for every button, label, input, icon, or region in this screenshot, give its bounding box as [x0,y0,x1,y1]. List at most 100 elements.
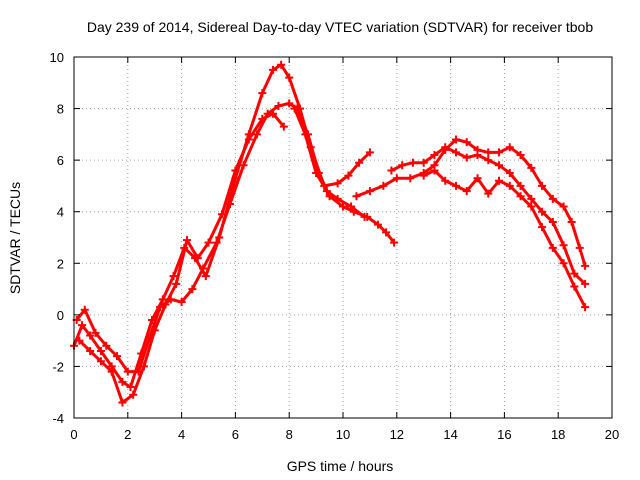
data-point [548,243,557,252]
data-point [239,161,248,170]
data-point [156,303,165,312]
data-point [382,228,391,237]
data-point [188,285,197,294]
data-point [182,236,191,245]
data-point [495,148,504,157]
data-point [177,297,186,306]
x-tick-label: 18 [551,427,565,442]
x-tick-label: 14 [443,427,457,442]
data-point [484,189,493,198]
y-axis-label: SDTVAR / TECUs [7,182,23,294]
data-point [269,65,278,74]
data-point [527,163,536,172]
data-point [226,199,235,208]
data-point [333,194,342,203]
data-point [150,326,159,335]
data-point [419,171,428,180]
series-track-6 [387,143,590,288]
data-point [462,153,471,162]
data-point [204,238,213,247]
y-tick-label: 10 [50,50,64,65]
data-point [462,138,471,147]
data-point [462,187,471,196]
data-point [212,238,221,247]
series-line [354,138,587,268]
x-tick-label: 2 [124,427,131,442]
y-tick-label: 6 [57,153,64,168]
series-line [422,169,587,309]
data-point [258,89,267,98]
data-point [217,210,226,219]
data-point [258,114,267,123]
data-point [570,269,579,278]
data-point [516,181,525,190]
data-point [559,259,568,268]
data-point [398,161,407,170]
data-point [139,362,148,371]
data-point [538,223,547,232]
data-point [290,104,299,113]
data-point [451,148,460,157]
data-point [516,150,525,159]
data-point [274,101,283,110]
data-point [347,202,356,211]
data-point [107,367,116,376]
data-point [527,202,536,211]
data-point [473,174,482,183]
data-point [373,220,382,229]
data-point [379,181,388,190]
data-point [86,331,95,340]
data-point [581,303,590,312]
data-point [570,282,579,291]
data-point [126,383,135,392]
data-point [495,161,504,170]
data-point [581,261,590,270]
data-point [344,171,353,180]
data-point [91,328,100,337]
data-point [355,158,364,167]
data-point [538,181,547,190]
data-point [559,202,568,211]
data-point [339,202,347,211]
data-point [505,181,514,190]
data-point [495,176,504,185]
data-point [390,238,399,247]
x-tick-label: 4 [178,427,185,442]
data-point [252,130,261,139]
y-tick-label: 2 [57,256,64,271]
data-point [123,367,132,376]
x-tick-label: 12 [390,427,404,442]
data-point [441,143,450,152]
x-tick-label: 8 [286,427,293,442]
data-point [78,321,87,330]
data-point [113,352,122,361]
data-point [172,279,181,288]
data-point [387,166,396,175]
data-point [96,346,105,355]
data-point [365,187,374,196]
data-point [360,212,369,221]
data-point [199,264,208,273]
data-point [231,166,240,175]
data-point [75,336,84,345]
data-point [158,295,167,304]
chart-title: Day 239 of 2014, Sidereal Day-to-day VTE… [87,19,594,35]
data-point [129,390,138,399]
data-point [277,60,286,69]
data-point [505,169,514,178]
x-tick-label: 16 [497,427,511,442]
data-point [161,300,170,309]
data-point [322,187,331,196]
data-point [301,130,310,139]
data-point [96,357,105,366]
data-point [118,377,127,386]
data-point [473,150,482,159]
data-point [451,135,460,144]
data-point [269,109,278,118]
data-point [285,73,294,82]
data-point [279,122,288,131]
data-point [80,305,89,314]
data-point [441,176,450,185]
data-point [86,346,95,355]
data-point [581,279,590,288]
